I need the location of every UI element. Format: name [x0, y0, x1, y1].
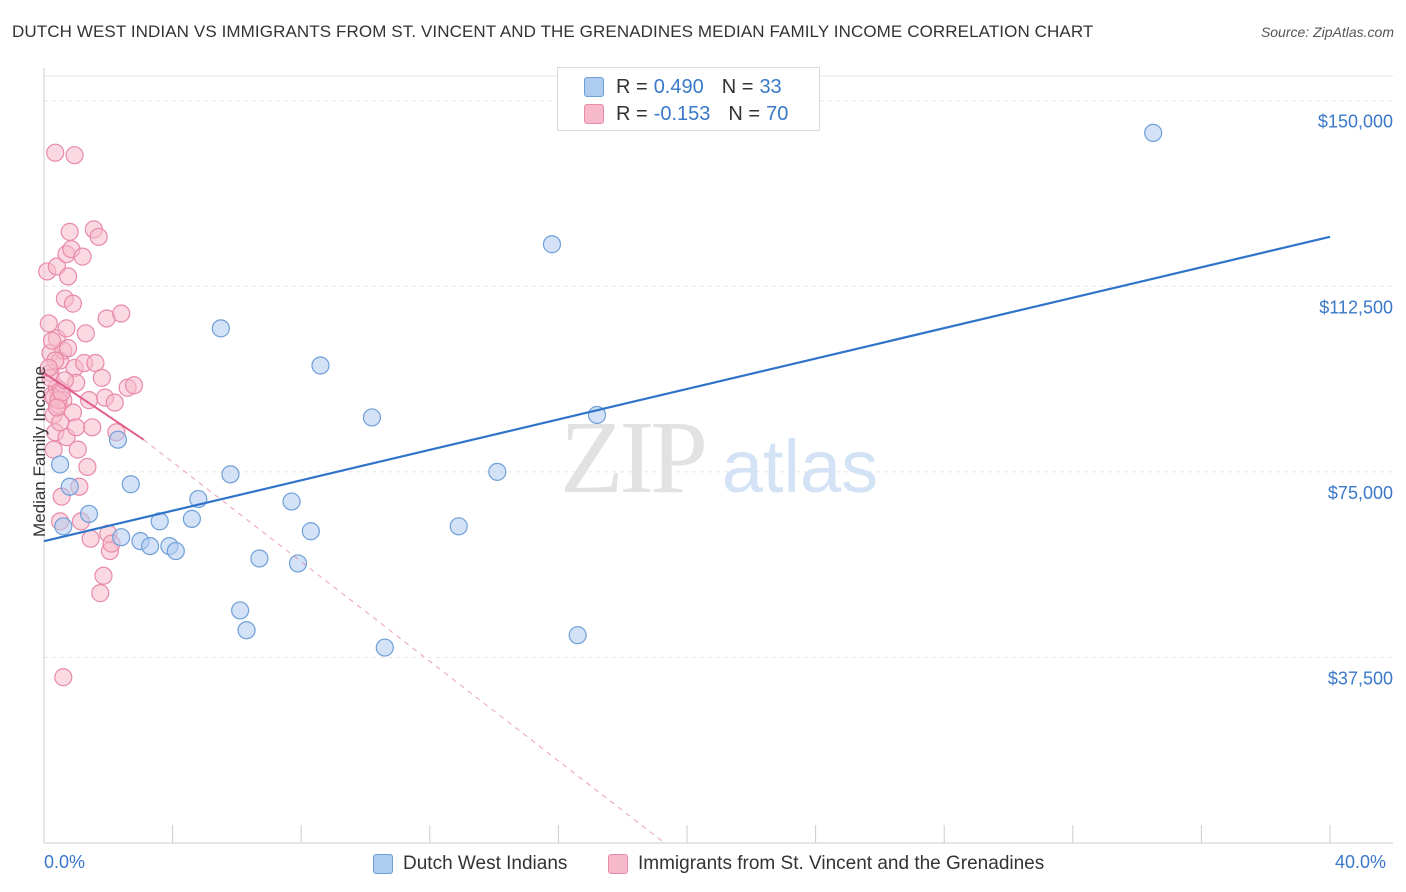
- point-immigrants: [78, 457, 97, 477]
- point-immigrants: [94, 566, 113, 585]
- x-tick-label-min: 0.0%: [44, 852, 86, 872]
- point-dutch-west-indians: [250, 549, 269, 568]
- legend-r-value: 0.490: [653, 75, 704, 98]
- point-dutch-west-indians: [112, 528, 131, 547]
- bottom-legend-immigrants: Immigrants from St. Vincent and the Gren…: [608, 850, 1044, 878]
- y-tick-label: $150,000: [1318, 112, 1393, 132]
- chart-title: DUTCH WEST INDIAN VS IMMIGRANTS FROM ST.…: [12, 22, 1094, 41]
- watermark-atlas: atlas: [722, 425, 878, 508]
- point-dutch-west-indians: [182, 509, 201, 528]
- legend-swatch-blue: [584, 77, 604, 97]
- series-immigrants-st-vincent-points: [38, 143, 144, 687]
- point-immigrants: [60, 222, 79, 241]
- bottom-legend-swatch-pink: [608, 854, 628, 874]
- point-immigrants: [73, 247, 92, 266]
- point-dutch-west-indians: [166, 541, 185, 561]
- point-dutch-west-indians: [282, 492, 301, 511]
- point-immigrants: [54, 668, 73, 687]
- point-dutch-west-indians: [221, 465, 240, 484]
- legend-row-dutch-west-indians: R = 0.490 N = 33: [584, 74, 782, 100]
- y-tick-label: $112,500: [1319, 297, 1393, 317]
- y-tick-label: $37,500: [1328, 668, 1393, 688]
- point-dutch-west-indians: [121, 475, 140, 494]
- point-dutch-west-indians: [362, 408, 382, 427]
- point-immigrants: [59, 339, 78, 358]
- y-axis-title: Median Family Income: [30, 365, 49, 537]
- point-dutch-west-indians: [301, 522, 320, 541]
- bottom-legend-swatch-blue: [373, 854, 393, 874]
- point-immigrants: [76, 324, 95, 343]
- point-dutch-west-indians: [50, 455, 70, 474]
- legend-r-label: R =: [616, 102, 648, 125]
- legend-r-label: R =: [616, 75, 648, 98]
- y-tick-label: $75,000: [1328, 483, 1393, 503]
- trendline-dutch-west-indians: [43, 235, 1331, 543]
- point-dutch-west-indians: [488, 462, 507, 481]
- point-dutch-west-indians: [449, 517, 468, 536]
- trendline-immigrants: [43, 372, 145, 441]
- x-tick-label-max: 40.0%: [1335, 852, 1387, 872]
- point-dutch-west-indians: [288, 554, 308, 573]
- point-immigrants: [46, 143, 65, 162]
- point-dutch-west-indians: [108, 430, 128, 449]
- point-immigrants: [81, 529, 100, 548]
- point-immigrants: [42, 331, 62, 350]
- point-immigrants: [65, 146, 84, 165]
- point-dutch-west-indians: [231, 601, 250, 620]
- point-immigrants: [59, 267, 78, 286]
- bottom-legend-dutch-west-indians: Dutch West Indians: [373, 850, 567, 878]
- correlation-legend: R = 0.490 N = 33 R = -0.153 N = 70: [557, 67, 820, 131]
- point-immigrants: [83, 418, 102, 437]
- point-immigrants: [105, 393, 124, 412]
- legend-n-value: 33: [759, 75, 782, 98]
- point-immigrants: [91, 584, 110, 603]
- point-immigrants: [68, 440, 87, 459]
- point-dutch-west-indians: [375, 638, 394, 657]
- point-immigrants: [39, 314, 58, 333]
- point-dutch-west-indians: [1144, 123, 1163, 143]
- point-dutch-west-indians: [211, 319, 230, 338]
- point-immigrants: [57, 319, 76, 338]
- source-label: Source: ZipAtlas.com: [1260, 24, 1394, 40]
- point-dutch-west-indians: [311, 356, 330, 375]
- point-dutch-west-indians: [237, 621, 256, 640]
- point-dutch-west-indians: [79, 504, 99, 524]
- watermark-zip: ZIP: [560, 400, 704, 515]
- bottom-legend-label: Dutch West Indians: [403, 853, 568, 874]
- point-dutch-west-indians: [542, 235, 562, 254]
- point-immigrants: [50, 413, 70, 432]
- point-immigrants: [47, 398, 66, 417]
- legend-n-label: N =: [721, 75, 754, 98]
- point-dutch-west-indians: [140, 536, 160, 556]
- legend-n-value: 70: [766, 102, 789, 125]
- point-immigrants: [92, 368, 111, 387]
- point-immigrants: [89, 227, 108, 246]
- watermark: ZIP atlas: [560, 400, 878, 515]
- point-immigrants: [63, 294, 83, 313]
- legend-n-label: N =: [728, 102, 761, 125]
- point-immigrants: [67, 418, 86, 437]
- y-tick-labels: $37,500 $75,000 $112,500 $150,000: [1318, 112, 1393, 689]
- gridlines: [44, 75, 1393, 658]
- point-dutch-west-indians: [568, 626, 587, 645]
- point-dutch-west-indians: [54, 517, 73, 536]
- trendlines: [43, 235, 1331, 844]
- axes: [43, 68, 1393, 844]
- series-dutch-west-indians-points: [50, 123, 1163, 657]
- legend-r-value: -0.153: [653, 102, 711, 125]
- bottom-legend-label: Immigrants from St. Vincent and the Gren…: [638, 853, 1045, 874]
- point-immigrants: [124, 376, 144, 395]
- legend-row-immigrants: R = -0.153 N = 70: [584, 101, 788, 127]
- point-immigrants: [112, 304, 131, 323]
- point-dutch-west-indians: [60, 477, 79, 496]
- legend-swatch-pink: [584, 104, 604, 124]
